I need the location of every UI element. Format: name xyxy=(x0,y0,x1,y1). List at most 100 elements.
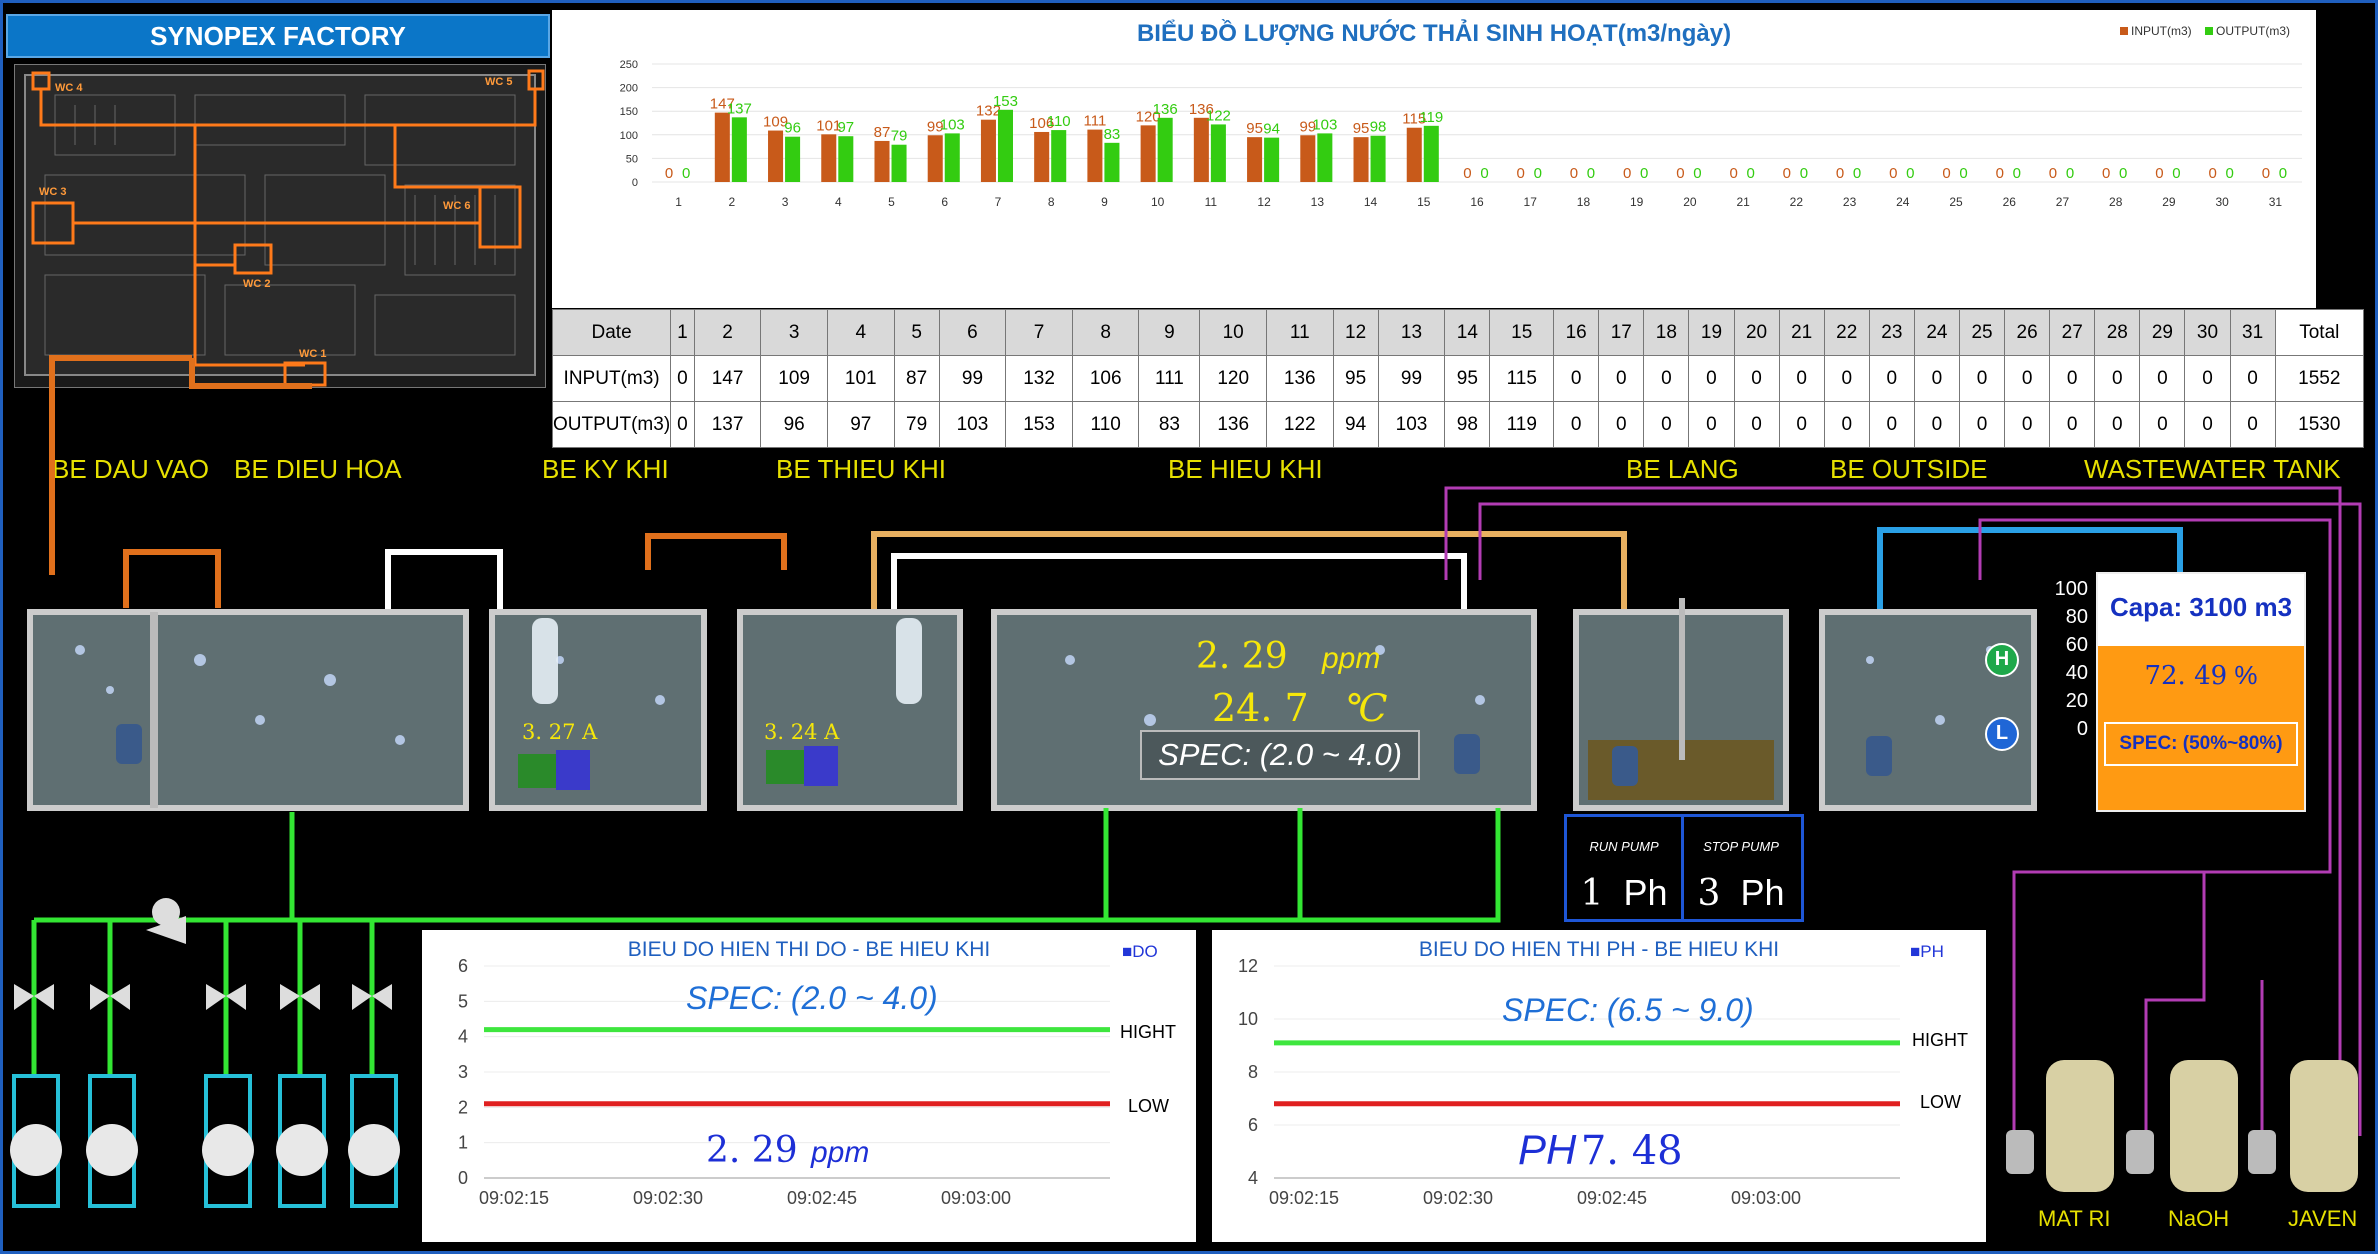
date-header: Date xyxy=(551,309,672,356)
bar xyxy=(997,109,1013,182)
bar-value-label: 119 xyxy=(1419,109,1443,126)
tank-percent: 72. 49 % xyxy=(2098,660,2304,691)
input-cell: 0 xyxy=(2094,355,2141,402)
x-tick-label: 29 xyxy=(2162,195,2176,209)
run-pump-unit: Ph xyxy=(1623,872,1668,913)
output-cell: 103 xyxy=(938,401,1007,448)
level-tick: 100 xyxy=(2054,578,2088,600)
bar-value-label: 103 xyxy=(1312,116,1337,133)
bar-value-label: 0 xyxy=(1836,165,1844,182)
bar xyxy=(891,144,907,182)
current-reading-1: 3. 27 A xyxy=(522,720,597,744)
bar xyxy=(980,119,996,182)
bar xyxy=(1051,130,1067,182)
pipe-orange-1 xyxy=(123,549,221,608)
bar-value-label: 101 xyxy=(816,117,841,134)
do-trend-spec: SPEC: (2.0 ~ 4.0) xyxy=(686,980,938,1016)
bar-value-label: 136 xyxy=(1153,101,1178,118)
output-cell: 122 xyxy=(1265,401,1334,448)
do-trend-chart: BIEU DO HIEN THI DO - BE HIEU KHI ■DO 6 5… xyxy=(422,930,1196,1242)
bar-value-label: 0 xyxy=(1517,165,1525,182)
bar-value-label: 103 xyxy=(940,116,965,133)
do-value: 2. 29 xyxy=(1196,636,1288,677)
bar xyxy=(1087,129,1103,182)
bar-value-label: 0 xyxy=(1906,165,1914,182)
tank-be-outside xyxy=(1819,609,2037,811)
date-cell: 25 xyxy=(1958,309,2006,356)
tank-label-be-dau-vao: BE DAU VAO xyxy=(52,454,210,484)
trend-x-tick: 09:02:45 xyxy=(787,1188,857,1208)
trend-y-tick: 4 xyxy=(1248,1168,1258,1188)
bar-value-label: 0 xyxy=(2279,165,2287,182)
bar xyxy=(714,112,730,182)
bar xyxy=(785,136,801,182)
wastewater-level-fill xyxy=(2098,646,2304,810)
x-tick-label: 22 xyxy=(1790,195,1804,209)
wc-label: WC 1 xyxy=(299,348,327,360)
do-high-label: HIGHT xyxy=(1120,1022,1176,1042)
x-tick-label: 15 xyxy=(1417,195,1431,209)
tank-label-be-lang: BE LANG xyxy=(1626,454,1739,484)
output-cell: 98 xyxy=(1444,401,1491,448)
bar-value-label: 99 xyxy=(927,118,944,135)
date-cell: 24 xyxy=(1913,309,1960,356)
date-cell: 8 xyxy=(1071,309,1140,356)
x-tick-label: 6 xyxy=(941,195,948,209)
submersible-pump-icon xyxy=(1866,736,1892,776)
valve-icon xyxy=(90,984,130,1010)
output-cell: 136 xyxy=(1199,401,1267,448)
input-cell: 0 xyxy=(1778,355,1825,402)
do-trend-unit: ppm xyxy=(810,1136,870,1169)
date-cell: 21 xyxy=(1778,309,1825,356)
bar-value-label: 0 xyxy=(1783,165,1791,182)
output-cell: 0 xyxy=(1643,401,1690,448)
input-cell: 106 xyxy=(1071,355,1140,402)
legend-input-label: INPUT(m3) xyxy=(2130,24,2192,38)
bar-value-label: 94 xyxy=(1263,121,1280,138)
pipe-white-2 xyxy=(891,553,1467,612)
level-tick: 40 xyxy=(2065,662,2088,684)
pipe-purple-1 xyxy=(1444,486,2342,1136)
bar-value-label: 83 xyxy=(1104,126,1121,143)
valve-icon xyxy=(352,984,392,1010)
x-tick-label: 18 xyxy=(1577,195,1591,209)
diffuser-column xyxy=(532,618,558,704)
tank-capacity: Capa: 3100 m3 xyxy=(2109,592,2293,622)
current-2-value: 3. 24 xyxy=(764,720,818,744)
output-cell: 0 xyxy=(1688,401,1735,448)
input-cell: 87 xyxy=(893,355,940,402)
water-chart-panel: BIỂU ĐỒ LƯỢNG NƯỚC THẢI SINH HOẠT(m3/ngà… xyxy=(552,10,2316,308)
output-cell: 153 xyxy=(1005,401,1073,448)
run-pump-cell: RUN PUMP 1 Ph xyxy=(1567,817,1684,919)
input-cell: 95 xyxy=(1332,355,1379,402)
x-tick-label: 8 xyxy=(1048,195,1055,209)
bar-value-label: 0 xyxy=(1534,165,1542,182)
trend-x-tick: 09:02:30 xyxy=(633,1188,703,1208)
bar xyxy=(731,117,747,182)
trend-x-tick: 09:03:00 xyxy=(941,1188,1011,1208)
bar-value-label: 96 xyxy=(784,120,801,137)
temp-unit: ℃ xyxy=(1344,686,1388,730)
valve-icon xyxy=(146,898,186,944)
legend-output-swatch xyxy=(2205,27,2213,35)
tank-group xyxy=(27,598,2037,811)
pipe-orange-2 xyxy=(645,533,787,570)
trend-y-tick: 10 xyxy=(1238,1009,1258,1029)
wastewater-tank: Capa: 3100 m3 72. 49 % SPEC: (50%~80%) xyxy=(2096,572,2306,812)
x-tick-label: 7 xyxy=(995,195,1002,209)
bar-value-label: 0 xyxy=(1570,165,1578,182)
current-reading-2: 3. 24 A xyxy=(764,720,839,744)
date-cell: 23 xyxy=(1868,309,1915,356)
bar-value-label: 0 xyxy=(682,165,690,182)
low-level-switch-icon xyxy=(1985,717,2019,751)
input-header: INPUT(m3) xyxy=(551,355,672,402)
bar xyxy=(1423,125,1439,182)
date-cell: 29 xyxy=(2139,309,2186,356)
ph-trend-spec: SPEC: (6.5 ~ 9.0) xyxy=(1502,992,1754,1028)
pump-status-box: RUN PUMP 1 Ph STOP PUMP 3 Ph xyxy=(1564,814,1804,922)
trend-y-tick: 6 xyxy=(1248,1115,1258,1135)
output-cell: 103 xyxy=(1377,401,1446,448)
run-pump-value: 1 xyxy=(1580,873,1604,914)
date-cell: 6 xyxy=(938,309,1007,356)
date-cell: 14 xyxy=(1444,309,1491,356)
